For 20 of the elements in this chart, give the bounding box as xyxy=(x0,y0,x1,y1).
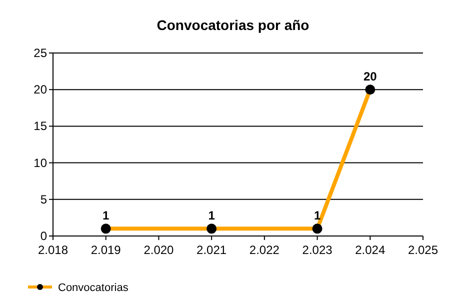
x-tick-label: 2.022 xyxy=(249,243,280,257)
y-tick-label: 0 xyxy=(40,229,48,243)
y-tick-label: 25 xyxy=(34,46,48,60)
chart-title: Convocatorias por año xyxy=(156,17,310,33)
data-label: 1 xyxy=(314,208,321,223)
data-label: 1 xyxy=(102,208,110,223)
x-tick-label: 2.018 xyxy=(38,243,68,257)
x-tick-label: 2.025 xyxy=(408,243,438,257)
x-tick-label: 2.023 xyxy=(302,243,333,257)
data-label: 20 xyxy=(363,70,378,84)
y-tick-label: 20 xyxy=(34,82,48,97)
y-tick-label: 5 xyxy=(40,192,48,206)
x-tick-label: 2.024 xyxy=(355,243,386,257)
y-tick-label: 10 xyxy=(34,156,48,170)
legend-label: Convocatorias xyxy=(58,282,129,294)
data-label: 1 xyxy=(208,208,216,223)
x-tick-label: 2.021 xyxy=(196,243,227,257)
y-tick-label: 15 xyxy=(34,119,48,134)
x-tick-label: 2.020 xyxy=(144,243,174,257)
x-tick-label: 2.019 xyxy=(90,243,122,257)
